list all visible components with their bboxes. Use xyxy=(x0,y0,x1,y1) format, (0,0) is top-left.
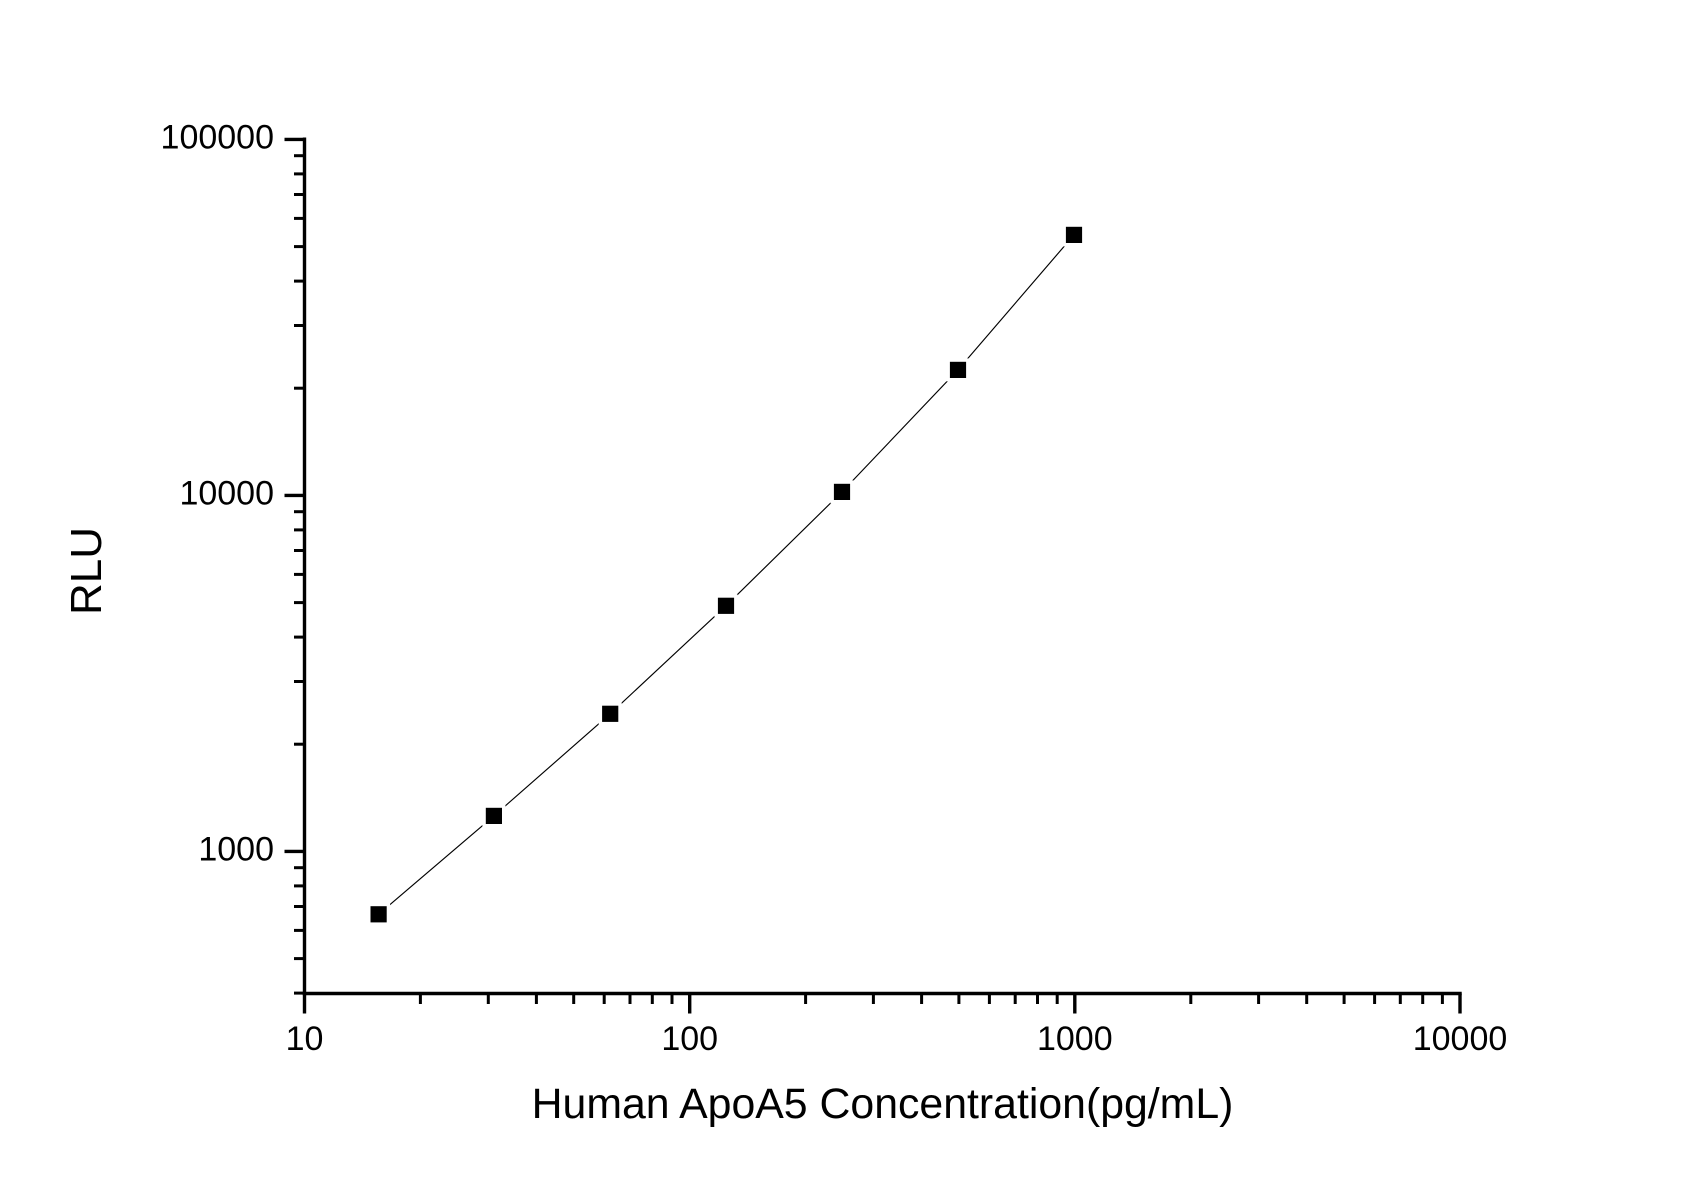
svg-text:10000: 10000 xyxy=(179,475,274,513)
svg-text:Human ApoA5 Concentration(pg/m: Human ApoA5 Concentration(pg/mL) xyxy=(532,1080,1234,1128)
svg-text:10: 10 xyxy=(286,1020,324,1058)
svg-text:RLU: RLU xyxy=(62,527,111,615)
svg-text:1000: 1000 xyxy=(1037,1020,1113,1058)
svg-text:10000: 10000 xyxy=(1413,1020,1508,1058)
svg-text:100000: 100000 xyxy=(161,119,274,157)
svg-text:1000: 1000 xyxy=(198,831,274,869)
svg-text:100: 100 xyxy=(661,1020,718,1058)
